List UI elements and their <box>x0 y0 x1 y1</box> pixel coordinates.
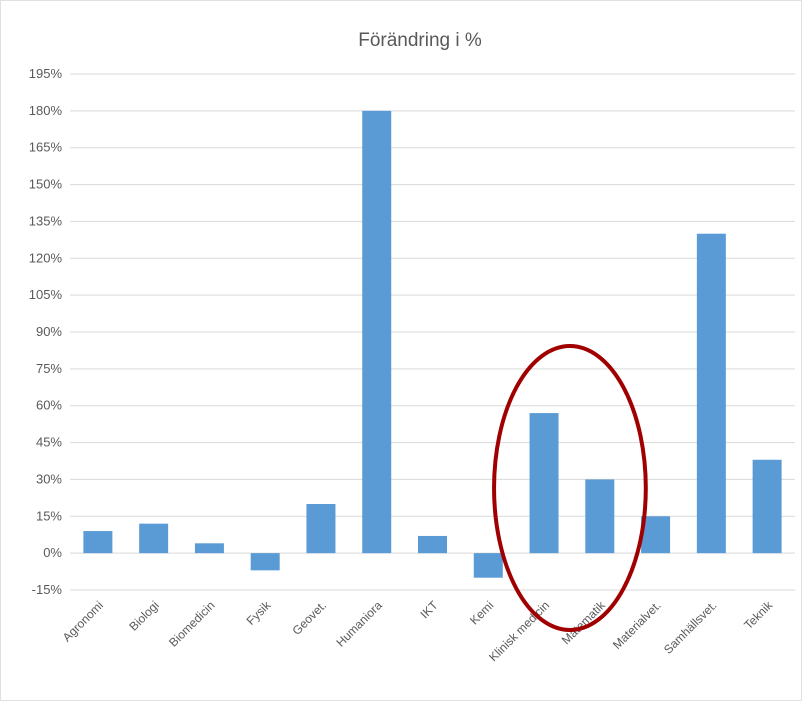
y-tick-label: 135% <box>29 213 63 228</box>
bar-ikt <box>418 535 447 554</box>
y-tick-label: 60% <box>36 398 62 413</box>
y-tick-label: 180% <box>29 103 63 118</box>
bar-matematik <box>585 479 615 554</box>
bar-humaniora <box>362 110 392 554</box>
y-tick-label: 30% <box>36 471 62 486</box>
y-axis-ticks: -15% 0% 15% 30% 45% 60% 75% 90% 105% 120% 135% 150%… <box>29 66 63 597</box>
bar-agronomi <box>83 531 113 554</box>
bar-biologi <box>139 523 169 554</box>
bar-biomedicin <box>194 543 224 554</box>
y-tick-label: 45% <box>36 435 62 450</box>
bar-fysik <box>250 553 280 571</box>
y-tick-label: -15% <box>32 582 63 597</box>
y-tick-label: 0% <box>43 545 62 560</box>
highlight-ellipse <box>492 344 648 632</box>
bar-teknik <box>752 459 782 554</box>
gridlines <box>70 73 795 591</box>
y-tick-label: 195% <box>29 66 63 81</box>
bars <box>83 110 782 578</box>
bar-samhällsvet- <box>696 233 726 554</box>
y-tick-label: 165% <box>29 140 63 155</box>
bar-geovet- <box>306 504 336 554</box>
bar-klinisk-medicin <box>529 413 559 554</box>
bar-kemi <box>473 553 503 578</box>
chart-title: Förändring i % <box>358 30 482 51</box>
y-tick-label: 75% <box>36 361 62 376</box>
annotation <box>492 344 648 632</box>
y-tick-label: 150% <box>29 177 63 192</box>
y-tick-label: 90% <box>36 324 62 339</box>
y-tick-label: 15% <box>36 508 62 523</box>
y-tick-label: 120% <box>29 250 63 265</box>
bar-materialvet- <box>641 516 671 554</box>
y-tick-label: 105% <box>29 287 63 302</box>
